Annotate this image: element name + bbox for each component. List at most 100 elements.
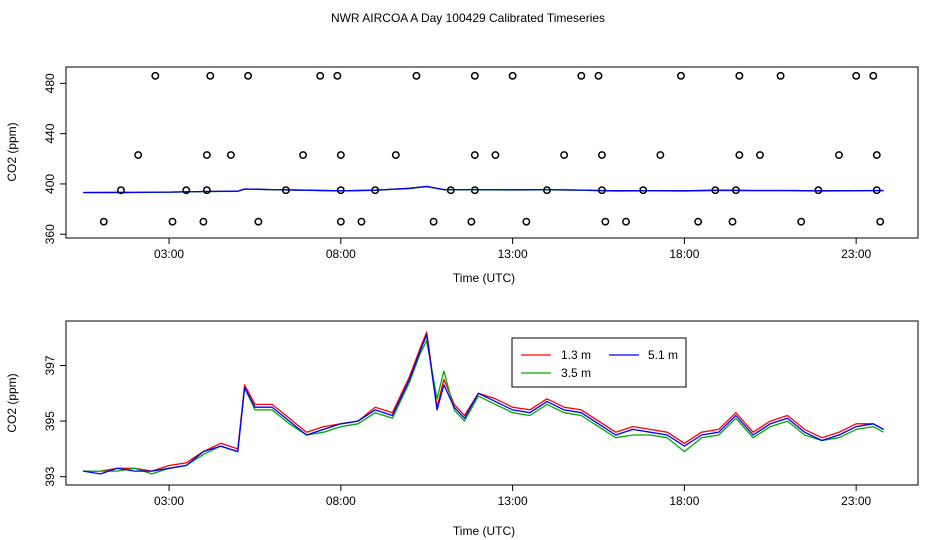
top-x-tick-label: 03:00	[154, 247, 184, 261]
bottom-y-tick-label: 397	[43, 355, 57, 375]
top-data-point	[470, 151, 479, 159]
top-y-tick-label: 360	[43, 224, 57, 244]
top-data-point	[728, 217, 737, 226]
top-x-tick-label: 13:00	[498, 247, 528, 261]
legend: 1.3 m 5.1 m 3.5 m	[511, 337, 687, 388]
bottom-x-tick-label: 03:00	[154, 494, 184, 508]
bottom-series-line-5-1-m	[83, 334, 884, 475]
top-data-point	[470, 186, 479, 195]
top-data-point	[199, 217, 208, 226]
top-data-point	[597, 186, 606, 195]
bottom-y-tick-label: 395	[43, 411, 57, 431]
top-data-point	[336, 151, 345, 159]
top-data-point	[117, 186, 125, 195]
top-plot-frame	[65, 66, 919, 239]
top-data-point	[731, 186, 740, 195]
bottom-x-tick-label: 13:00	[498, 494, 528, 508]
top-data-point	[869, 71, 878, 80]
top-data-point	[622, 217, 630, 226]
top-x-tick-label: 23:00	[841, 247, 871, 261]
top-data-point	[151, 71, 160, 80]
top-data-point	[522, 217, 531, 226]
top-data-point	[134, 151, 143, 159]
top-data-point	[601, 217, 610, 226]
top-data-point	[299, 151, 307, 159]
legend-label-1-3m: 1.3 m	[561, 348, 591, 362]
legend-label-5-1m: 5.1 m	[648, 348, 678, 362]
top-data-point	[202, 186, 211, 195]
top-data-point	[254, 217, 263, 226]
top-data-point	[429, 217, 438, 226]
top-y-axis-label: CO2 (ppm)	[5, 122, 19, 181]
top-data-point	[694, 217, 703, 226]
top-data-point	[281, 186, 290, 195]
top-series-line-5-1-m	[83, 185, 884, 194]
top-data-point	[467, 217, 476, 226]
bottom-y-axis: 393 395 397	[43, 355, 66, 487]
top-data-point	[797, 217, 806, 226]
bottom-x-tick-label: 18:00	[669, 494, 699, 508]
top-x-axis: 03:00 08:00 13:00 18:00 23:00	[154, 238, 872, 261]
top-data-point	[316, 71, 325, 80]
top-data-point	[776, 71, 785, 80]
top-data-point	[336, 186, 345, 195]
top-data-point	[876, 217, 885, 226]
top-y-tick-label: 400	[43, 174, 57, 194]
top-data-point	[560, 151, 569, 159]
top-data-point	[412, 71, 421, 80]
top-x-axis-label: Time (UTC)	[453, 271, 515, 285]
bottom-x-tick-label: 23:00	[841, 494, 871, 508]
top-data-point	[333, 71, 342, 80]
top-x-tick-label: 18:00	[669, 247, 699, 261]
top-data-point	[735, 151, 744, 159]
top-y-tick-label: 440	[43, 123, 57, 143]
top-data-point	[543, 186, 551, 195]
top-data-point	[336, 217, 345, 226]
bottom-x-axis: 03:00 08:00 13:00 18:00 23:00	[154, 485, 872, 508]
top-data-point	[391, 151, 400, 159]
top-data-point	[202, 151, 211, 159]
top-data-point	[597, 151, 606, 159]
top-series-group	[83, 185, 884, 194]
top-y-axis: 360 400 440 480	[43, 73, 66, 244]
top-data-point	[677, 71, 685, 80]
top-data-point	[656, 151, 665, 159]
top-data-point	[244, 71, 253, 80]
bottom-y-tick-label: 393	[43, 466, 57, 486]
bottom-x-axis-label: Time (UTC)	[453, 524, 515, 538]
bottom-series-line-3-5-m	[83, 339, 884, 475]
top-x-tick-label: 08:00	[326, 247, 356, 261]
top-data-point	[735, 71, 744, 80]
chart-title: NWR AIRCOA A Day 100429 Calibrated Times…	[331, 11, 605, 25]
top-data-point	[99, 217, 108, 226]
bottom-y-axis-label: CO2 (ppm)	[5, 373, 19, 432]
top-data-point	[508, 71, 517, 80]
top-data-point	[577, 71, 586, 80]
top-data-point	[357, 217, 366, 226]
top-data-point	[852, 71, 861, 80]
top-data-point	[491, 151, 500, 159]
legend-box	[511, 337, 687, 388]
top-data-point	[756, 151, 764, 159]
bottom-series-line-1-3-m	[83, 331, 884, 472]
top-data-point	[168, 217, 177, 226]
top-y-tick-label: 480	[43, 73, 57, 93]
top-data-point	[872, 186, 881, 195]
top-data-point	[814, 186, 823, 195]
bottom-plot-frame	[65, 320, 919, 486]
top-data-point	[639, 186, 648, 195]
top-data-point	[371, 186, 380, 195]
bottom-series-group	[83, 331, 884, 475]
top-data-point	[835, 151, 843, 159]
legend-label-3-5m: 3.5 m	[561, 366, 591, 380]
bottom-x-tick-label: 08:00	[326, 494, 356, 508]
top-data-point	[182, 186, 191, 195]
top-points-group	[99, 71, 885, 226]
top-data-point	[206, 71, 215, 80]
top-data-point	[594, 71, 603, 80]
top-data-point	[872, 151, 881, 159]
bottom-panel: 03:00 08:00 13:00 18:00 23:00 393 395 397 Time…	[5, 320, 919, 538]
top-panel: 03:00 08:00 13:00 18:00 23:00 360 400 440 480 T…	[5, 66, 919, 285]
top-data-point	[711, 186, 720, 195]
